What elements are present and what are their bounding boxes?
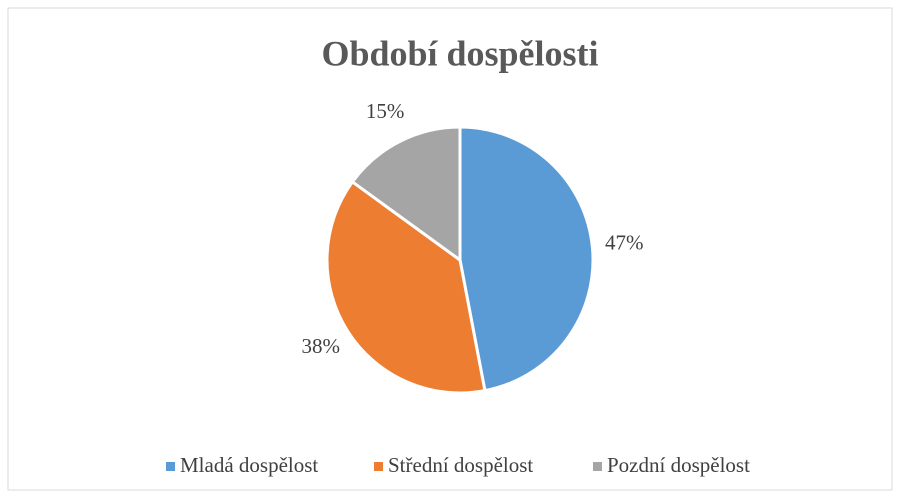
legend-label: Pozdní dospělost: [607, 453, 750, 477]
data-label: 15%: [366, 99, 405, 123]
pie-slice: [325, 179, 487, 395]
legend-marker: [166, 462, 175, 471]
chart-title: Období dospělosti: [321, 33, 598, 73]
pie-slice: [350, 125, 462, 263]
legend-marker: [374, 462, 383, 471]
pie-slice: [458, 125, 595, 393]
data-label: 47%: [605, 230, 644, 254]
legend-marker: [593, 462, 602, 471]
legend-label: Střední dospělost: [388, 453, 533, 477]
legend-label: Mladá dospělost: [180, 453, 318, 477]
data-label: 38%: [302, 334, 341, 358]
